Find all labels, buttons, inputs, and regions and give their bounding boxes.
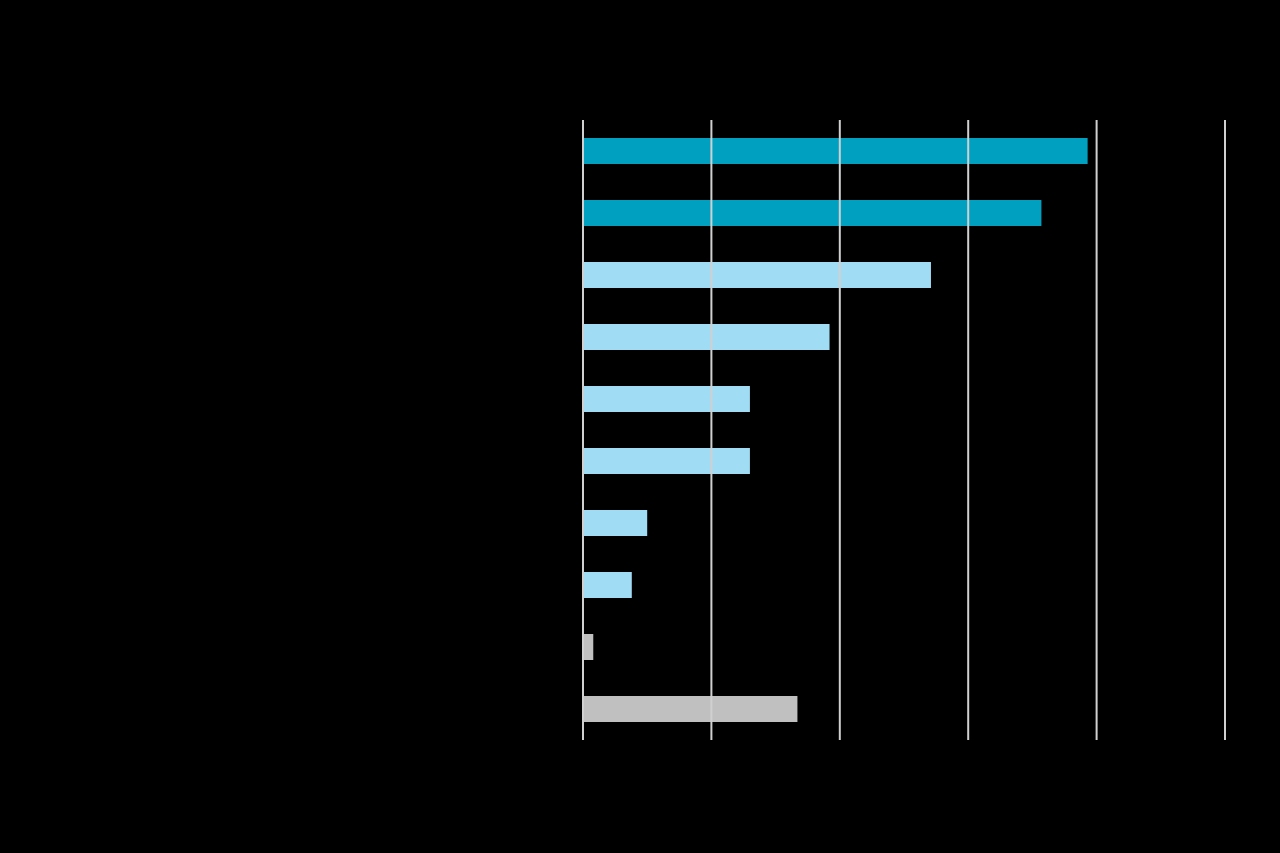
bar	[583, 200, 1042, 226]
bar	[583, 324, 830, 350]
x-tick-label: 50	[1216, 751, 1234, 768]
bar	[583, 386, 750, 412]
bar	[583, 262, 931, 288]
x-tick-label: 20	[831, 751, 849, 768]
x-tick-label: 0	[579, 751, 588, 768]
x-tick-label: 10	[703, 751, 721, 768]
bar	[583, 510, 648, 536]
x-tick-label: 40	[1088, 751, 1106, 768]
bar	[583, 696, 798, 722]
bar	[583, 572, 632, 598]
bar	[583, 448, 750, 474]
bar	[583, 634, 594, 660]
bar	[583, 138, 1088, 164]
x-tick-label: 30	[959, 751, 977, 768]
